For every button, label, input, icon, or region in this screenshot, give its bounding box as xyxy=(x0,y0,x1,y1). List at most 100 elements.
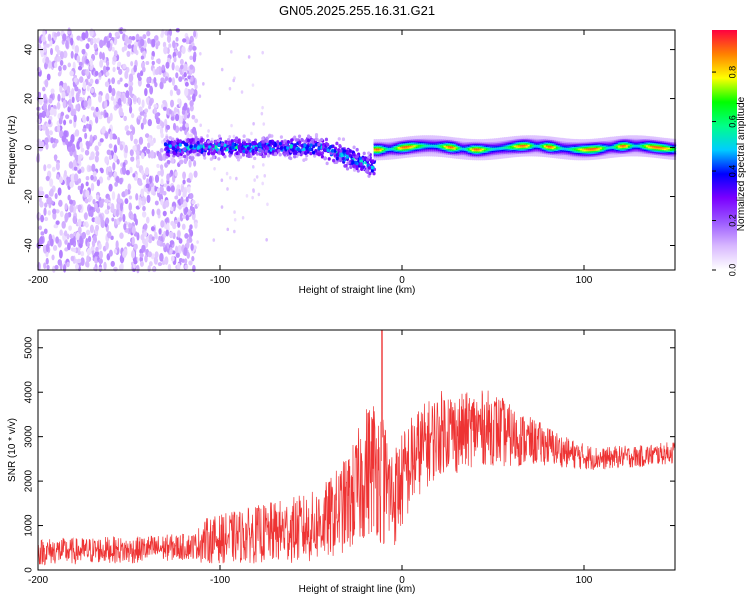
heatmap-noise-cell xyxy=(117,97,122,106)
heatmap-noise-cell xyxy=(140,55,145,60)
heatmap-noise-cell xyxy=(194,118,199,124)
heatmap-noise-cell xyxy=(106,40,111,49)
heatmap-noise-cell xyxy=(59,129,64,139)
heatmap-noise-cell xyxy=(64,138,69,146)
heatmap-noise-cell xyxy=(81,55,86,65)
heatmap-band-cell xyxy=(196,145,201,150)
heatmap-noise-cell xyxy=(250,131,253,136)
heatmap-noise-cell xyxy=(131,226,136,235)
heatmap-band-cell xyxy=(304,151,308,156)
heatmap-noise-cell xyxy=(220,67,224,72)
heatmap-band-cell xyxy=(595,138,599,141)
heatmap-band-cell xyxy=(365,158,370,162)
heatmap-noise-cell xyxy=(86,85,90,92)
heatmap-band-cell xyxy=(507,136,511,139)
heatmap-band-cell xyxy=(371,159,375,163)
heatmap-noise-cell xyxy=(113,135,118,140)
heatmap-noise-cell xyxy=(105,66,110,71)
heatmap-noise-cell xyxy=(136,264,140,274)
heatmap-noise-cell xyxy=(129,81,134,86)
heatmap-noise-cell xyxy=(56,31,61,37)
heatmap-noise-cell xyxy=(133,138,138,145)
heatmap-band-cell xyxy=(531,135,535,138)
heatmap-band-cell xyxy=(461,138,464,141)
heatmap-band-cell xyxy=(411,135,414,139)
heatmap-noise-cell xyxy=(73,77,78,83)
heatmap-band-cell xyxy=(367,155,371,159)
heatmap-noise-cell xyxy=(95,224,100,232)
heatmap-noise-cell xyxy=(119,27,124,35)
heatmap-noise-cell xyxy=(113,171,118,178)
heatmap-band-cell xyxy=(288,155,292,160)
heatmap-band-cell xyxy=(360,165,364,169)
snr-y-axis-label: SNR (10 * v/v) xyxy=(7,418,18,482)
heatmap-noise-cell xyxy=(144,241,149,248)
heatmap-noise-cell xyxy=(143,223,148,230)
heatmap-noise-cell xyxy=(156,124,161,130)
heatmap-band-cell xyxy=(210,151,214,155)
heatmap-noise-cell xyxy=(104,156,109,164)
heatmap-noise-cell xyxy=(69,204,74,213)
heatmap-band-cell xyxy=(323,156,327,161)
heatmap-noise-cell xyxy=(66,85,71,94)
heatmap-band-cell xyxy=(335,141,339,146)
heatmap-band-cell xyxy=(647,135,651,139)
heatmap-noise-cell xyxy=(55,138,59,144)
heatmap-noise-cell xyxy=(183,63,188,72)
heatmap-noise-cell xyxy=(81,48,86,55)
heatmap-noise-cell xyxy=(104,198,109,204)
heatmap-noise-cell xyxy=(62,99,67,109)
heatmap-band-cell xyxy=(199,144,203,148)
heatmap-noise-cell xyxy=(45,110,50,117)
heatmap-noise-cell xyxy=(124,198,129,205)
heatmap-band-cell xyxy=(643,135,647,138)
heatmap-noise-cell xyxy=(177,98,181,104)
heatmap-band-cell xyxy=(429,135,432,138)
heatmap-noise-cell xyxy=(104,209,109,215)
heatmap-noise-cell xyxy=(141,169,145,176)
heatmap-band-cell xyxy=(321,145,326,149)
heatmap-noise-cell xyxy=(233,229,236,234)
heatmap-band-cell xyxy=(340,153,344,158)
heatmap-band-cell xyxy=(254,146,258,151)
heatmap-band-cell xyxy=(561,137,565,141)
heatmap-band-cell xyxy=(300,137,304,142)
heatmap-band-cell xyxy=(198,149,202,153)
heatmap-band-cell xyxy=(271,141,275,146)
heatmap-noise-cell xyxy=(153,104,158,109)
heatmap-noise-cell xyxy=(75,92,80,102)
heatmap-band-cell xyxy=(331,144,335,149)
heatmap-band-cell xyxy=(317,142,321,147)
heatmap-band-cell xyxy=(463,138,466,141)
heatmap-band-cell xyxy=(565,138,569,141)
heatmap-band-cell xyxy=(261,150,265,154)
heatmap-noise-cell xyxy=(118,216,122,222)
heatmap-noise-cell xyxy=(96,216,101,225)
heatmap-band-cell xyxy=(314,137,318,142)
heatmap-noise-cell xyxy=(59,210,64,218)
heatmap-noise-cell xyxy=(189,100,194,107)
heatmap-band-cell xyxy=(305,146,309,151)
heatmap-noise-cell xyxy=(137,76,142,82)
heatmap-noise-cell xyxy=(162,242,166,248)
heatmap-noise-cell xyxy=(99,39,104,49)
heatmap-noise-cell xyxy=(77,250,81,256)
heatmap-noise-cell xyxy=(94,145,99,152)
heatmap-noise-cell xyxy=(164,218,169,223)
heatmap-noise-cell xyxy=(49,107,55,116)
heatmap-noise-cell xyxy=(74,129,80,137)
heatmap-noise-cell xyxy=(255,175,259,179)
heatmap-noise-cell xyxy=(48,97,53,104)
heatmap-band-cell xyxy=(589,138,593,142)
heatmap-noise-cell xyxy=(151,38,156,48)
heatmap-noise-cell xyxy=(37,43,42,49)
heatmap-noise-cell xyxy=(138,115,142,120)
heatmap-noise-cell xyxy=(93,43,98,50)
heatmap-noise-cell xyxy=(77,185,81,191)
heatmap-noise-cell xyxy=(40,214,45,223)
heatmap-noise-cell xyxy=(177,245,182,255)
heatmap-band-cell xyxy=(196,137,200,142)
heatmap-band-cell xyxy=(545,135,549,139)
heatmap-band-cell xyxy=(479,138,483,142)
heatmap-band-cell xyxy=(657,137,661,140)
